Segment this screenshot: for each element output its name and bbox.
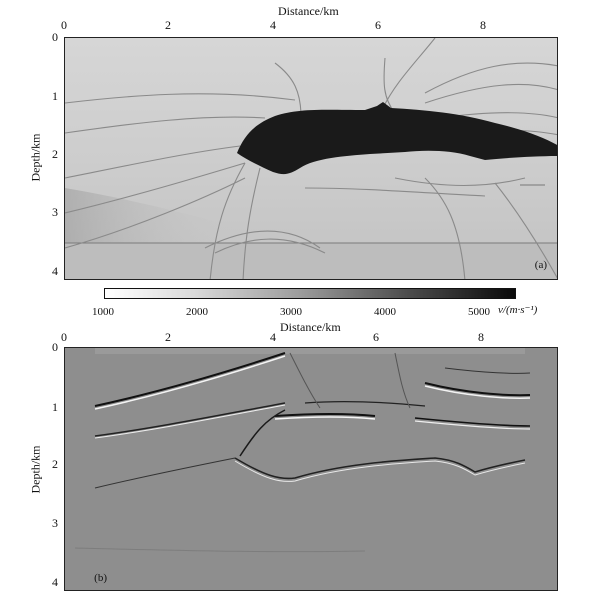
velocity-model-image bbox=[65, 38, 557, 279]
colorbar-unit-label: v/(m·s⁻¹) bbox=[498, 304, 538, 316]
panel-a-x-tick-6: 6 bbox=[375, 18, 381, 32]
panel-b-x-tick-8: 8 bbox=[478, 330, 484, 344]
panel-a-y-tick-3: 3 bbox=[52, 205, 58, 219]
panel-b-y-tick-1: 1 bbox=[52, 400, 58, 414]
panel-a-y-tick-1: 1 bbox=[52, 89, 58, 103]
colorbar-tick-2000: 2000 bbox=[186, 306, 208, 318]
panel-a-x-tick-8: 8 bbox=[480, 18, 486, 32]
panel-b-x-tick-0: 0 bbox=[61, 330, 67, 344]
salt-body bbox=[237, 102, 557, 175]
panel-b-y-tick-4: 4 bbox=[52, 575, 58, 589]
panel-a-x-tick-2: 2 bbox=[165, 18, 171, 32]
panel-a-y-tick-0: 0 bbox=[52, 30, 58, 44]
panel-b-y-tick-3: 3 bbox=[52, 516, 58, 530]
velocity-colorbar bbox=[104, 288, 516, 299]
panel-b-y-axis-title: Depth/km bbox=[28, 445, 43, 494]
velocity-model-panel: (a) bbox=[64, 37, 558, 280]
colorbar-tick-5000: 5000 bbox=[468, 306, 490, 318]
panel-b-x-tick-6: 6 bbox=[373, 330, 379, 344]
panel-b-x-tick-4: 4 bbox=[270, 330, 276, 344]
panel-a-label: (a) bbox=[534, 259, 547, 271]
colorbar-tick-3000: 3000 bbox=[280, 306, 302, 318]
panel-b-label: (b) bbox=[94, 572, 107, 584]
panel-a-y-tick-2: 2 bbox=[52, 147, 58, 161]
migrated-image bbox=[65, 348, 557, 590]
panel-a-x-tick-4: 4 bbox=[270, 18, 276, 32]
panel-a-x-tick-0: 0 bbox=[61, 18, 67, 32]
panel-b-x-tick-2: 2 bbox=[165, 330, 171, 344]
migrated-image-panel: (b) bbox=[64, 347, 558, 591]
panel-b-y-tick-0: 0 bbox=[52, 340, 58, 354]
panel-a-x-axis-title: Distance/km bbox=[278, 4, 339, 18]
panel-b-y-tick-2: 2 bbox=[52, 457, 58, 471]
panel-b-x-axis-title: Distance/km bbox=[280, 320, 341, 334]
panel-a-y-axis-title: Depth/km bbox=[28, 133, 43, 182]
panel-a-y-tick-4: 4 bbox=[52, 264, 58, 278]
colorbar-tick-1000: 1000 bbox=[92, 306, 114, 318]
colorbar-tick-4000: 4000 bbox=[374, 306, 396, 318]
